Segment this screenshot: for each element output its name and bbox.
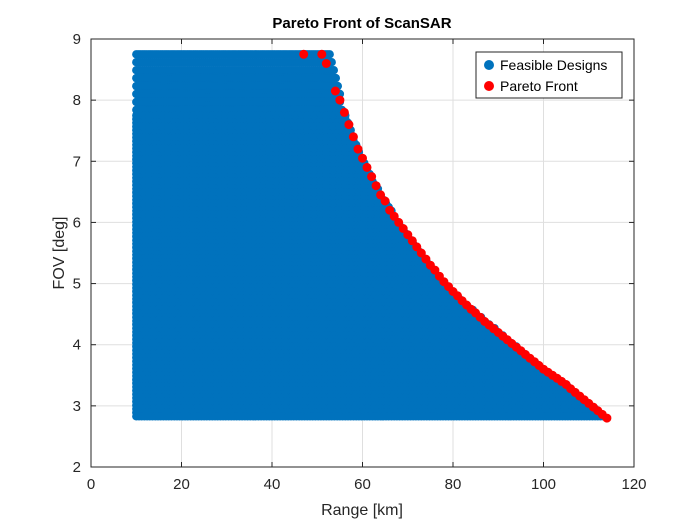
feasible-point [329, 66, 338, 75]
feasible-point [331, 73, 340, 83]
feasible-point [325, 50, 334, 59]
feasible-designs-layer [132, 50, 608, 421]
